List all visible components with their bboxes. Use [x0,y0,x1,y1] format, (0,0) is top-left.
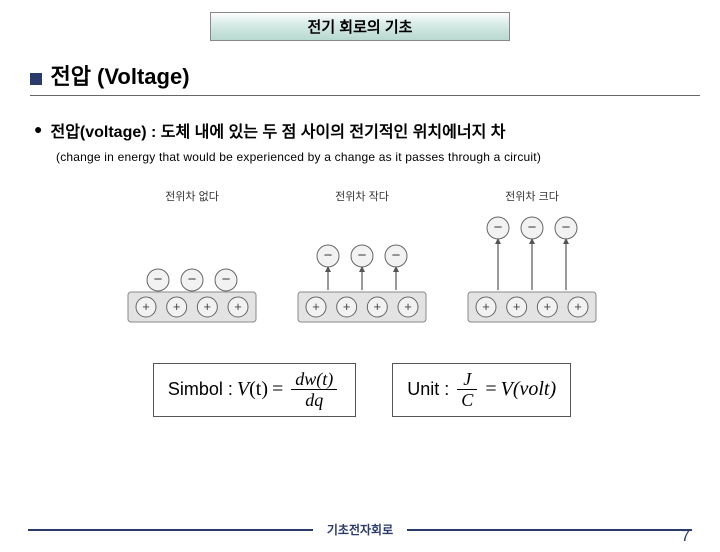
svg-text:−: − [562,219,571,236]
section-title-bar: 전압 (Voltage) [30,59,700,96]
footer-line-right [407,529,692,531]
formula-unit-box: Unit : J C = V (volt) [392,363,571,417]
svg-text:+: + [404,299,412,314]
svg-text:−: − [358,247,367,264]
content-area: ● 전압(voltage) : 도체 내에 있는 두 점 사이의 전기적인 위치… [34,118,690,417]
formula-symbol-lhs-var: V [237,378,249,401]
footer-center-text: 기초전자회로 [313,521,407,538]
svg-text:+: + [173,299,181,314]
footer-line-left [28,529,313,531]
formula-symbol-den: dq [301,391,327,409]
formula-symbol-fraction: dw(t) dq [291,370,337,409]
section-title-text: 전압 (Voltage) [50,64,189,89]
svg-text:+: + [204,299,212,314]
svg-text:+: + [234,299,242,314]
formula-symbol-eq: = [272,378,283,401]
svg-text:+: + [343,299,351,314]
svg-text:−: − [222,271,231,288]
formula-unit-eq: = [485,378,496,401]
formula-unit-rhs-paren: (volt) [513,378,556,401]
diagram-svg: + + + + − − − [462,204,602,332]
formula-symbol-label: Simbol : [168,379,233,400]
definition-row: ● 전압(voltage) : 도체 내에 있는 두 점 사이의 전기적인 위치… [34,118,690,142]
definition-sub-text: (change in energy that would be experien… [56,150,690,164]
definition-text: 전압(voltage) : 도체 내에 있는 두 점 사이의 전기적인 위치에너… [50,118,505,142]
diagram-svg-holder: + + + + − − − [292,204,432,337]
header-title: 전기 회로의 기초 [308,19,413,36]
svg-text:−: − [188,271,197,288]
diagram-label: 전위차 크다 [462,188,602,202]
svg-text:−: − [154,271,163,288]
diagram-column: 전위차 크다 + + + + − − − [462,188,602,337]
section-marker-icon [30,73,42,85]
svg-text:−: − [392,247,401,264]
diagram-svg-holder: + + + + − − − [462,204,602,337]
diagram-svg: ++++−−− [122,204,262,332]
voltage-diagrams: 전위차 없다++++−−−전위차 작다++++−−−전위차 크다++++−−− [34,188,690,337]
formula-unit-den: C [457,391,477,409]
diagram-svg: + + + + − − − [292,204,432,332]
svg-text:+: + [374,299,382,314]
diagram-column: 전위차 없다++++−−− [122,188,262,337]
formula-unit-label: Unit : [407,379,449,400]
bullet-icon: ● [34,118,42,140]
formula-unit-rhs-var: V [501,378,513,401]
formula-row: Simbol : V (t) = dw(t) dq Unit : J C = V… [34,363,690,417]
svg-text:+: + [544,299,552,314]
formula-unit-num: J [459,370,475,388]
svg-text:−: − [528,219,537,236]
diagram-column: 전위차 작다 + + + + − − − [292,188,432,337]
formula-symbol-lhs-arg: (t) [249,378,268,401]
svg-text:+: + [513,299,521,314]
svg-text:−: − [494,219,503,236]
diagram-label: 전위차 없다 [122,188,262,202]
svg-text:+: + [142,299,150,314]
formula-unit-fraction: J C [457,370,477,409]
svg-text:+: + [482,299,490,314]
svg-text:+: + [574,299,582,314]
formula-symbol-num: dw(t) [291,370,337,388]
svg-text:+: + [312,299,320,314]
svg-text:−: − [324,247,333,264]
header-title-box: 전기 회로의 기초 [210,12,510,41]
page-number: 7 [681,528,690,546]
diagram-svg-holder: ++++−−− [122,204,262,337]
footer: 기초전자회로 [0,521,720,538]
formula-symbol-box: Simbol : V (t) = dw(t) dq [153,363,356,417]
diagram-label: 전위차 작다 [292,188,432,202]
